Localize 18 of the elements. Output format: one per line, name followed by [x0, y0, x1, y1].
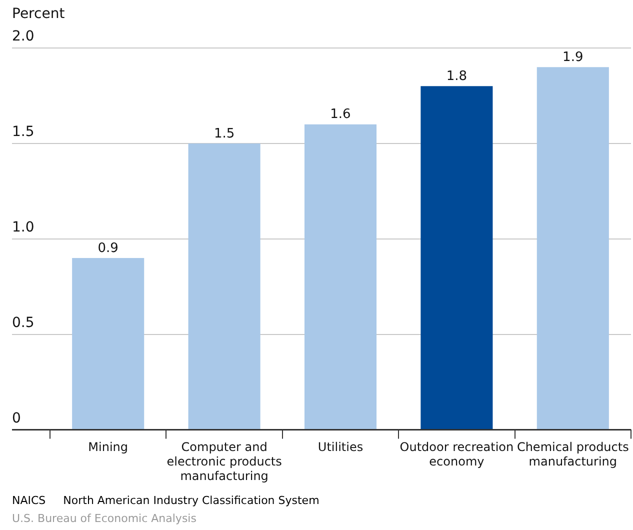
x-tick-label: Utilities	[318, 440, 364, 454]
x-tick-label: Computer and electronic products manufacturing	[166, 440, 282, 483]
y-tick-label: 0.5	[12, 314, 34, 331]
data-label: 0.9	[98, 240, 118, 256]
y-tick-label: 1.0	[12, 220, 34, 236]
y-tick-label: 1.5	[12, 124, 34, 140]
text: U.S. Bureau of Economic Analysis	[12, 511, 198, 527]
data-label: 1.6	[330, 107, 351, 122]
text: NAICS North American Industry Classification System	[12, 493, 320, 509]
data-label: 1.5	[214, 126, 235, 142]
x-tick-label: Outdoor recreation economy	[400, 440, 514, 469]
data-label: 1.8	[446, 69, 468, 84]
x-tick-label: Mining	[88, 440, 128, 454]
y-tick-label: 2.0	[12, 28, 34, 45]
y-axis-title: Percent	[12, 6, 65, 22]
x-tick-label: Chemical products manufacturing	[516, 440, 629, 469]
data-label: 1.9	[562, 50, 584, 65]
y-tick-label: 0	[12, 410, 21, 426]
